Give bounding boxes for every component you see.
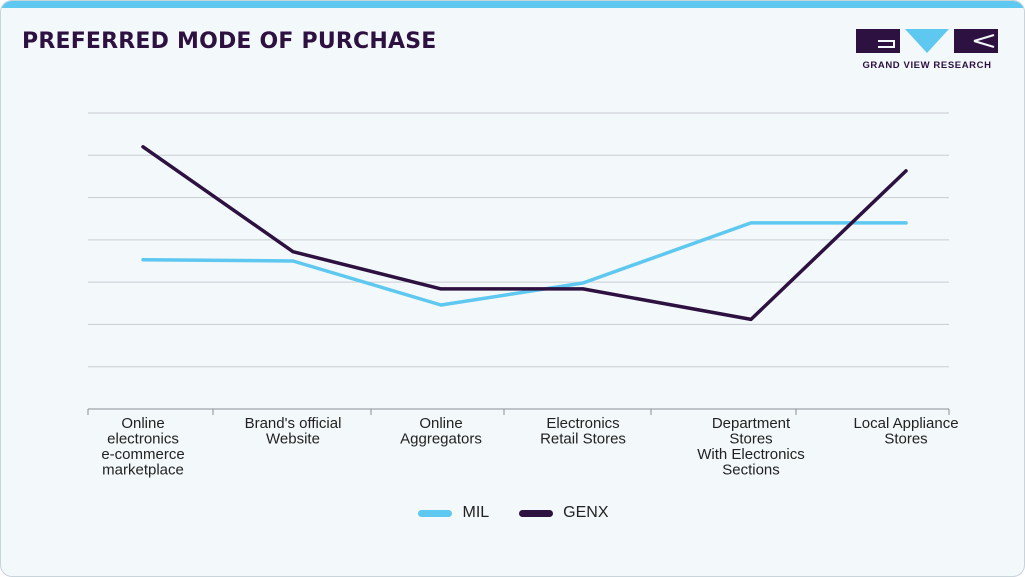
brand-logo-icon: [856, 29, 998, 53]
x-tick-label: Online electronics e-commerce marketplace: [101, 415, 184, 479]
x-tick-label-line: Stores: [729, 431, 772, 448]
data-point-mil: [291, 259, 295, 263]
legend-item-genx: GENX: [519, 504, 609, 522]
data-point-mil: [749, 221, 753, 225]
chart-title: PREFERRED MODE OF PURCHASE: [22, 29, 437, 54]
x-tick-label-line: Department: [712, 415, 791, 432]
gridlines: [88, 112, 949, 368]
data-point-genx: [141, 145, 145, 149]
x-tick-label-line: Online: [419, 415, 462, 432]
x-tick-label-line: Online: [121, 415, 164, 432]
data-point-genx: [749, 317, 753, 321]
x-tick-labels: Online electronics e-commerce marketplaceBr…: [101, 415, 958, 479]
x-tick-label: Online Aggregators: [400, 415, 482, 448]
data-point-genx: [581, 287, 585, 291]
series-line-mil: [141, 221, 908, 307]
data-point-genx: [904, 169, 908, 173]
x-tick-label: Electronics Retail Stores: [540, 415, 626, 448]
data-point-mil: [581, 281, 585, 285]
x-tick-label-line: marketplace: [102, 462, 184, 479]
data-point-mil: [904, 221, 908, 225]
brand-name: GRAND VIEW RESEARCH: [862, 60, 992, 71]
x-tick-label-line: Stores: [884, 431, 927, 448]
accent-bar: [1, 1, 1024, 8]
legend: MIL GENX: [1, 501, 1024, 525]
data-point-genx: [439, 287, 443, 291]
x-tick-label-line: e-commerce: [101, 446, 184, 463]
brand-logo: GRAND VIEW RESEARCH: [856, 29, 998, 73]
x-tick-label: Brand's official Website: [245, 415, 342, 448]
data-point-mil: [439, 303, 443, 307]
legend-label-mil: MIL: [462, 504, 490, 521]
x-tick-label-line: Local Appliance: [853, 415, 958, 432]
x-tick-label-line: With Electronics: [697, 446, 805, 463]
line-chart: Online electronics e-commerce marketplaceBr…: [87, 112, 959, 479]
data-point-mil: [141, 258, 145, 262]
x-tick-label-line: Website: [266, 431, 320, 448]
legend-label-genx: GENX: [563, 504, 609, 521]
x-tick-label-line: Brand's official: [245, 415, 342, 432]
x-tick-label-line: Aggregators: [400, 431, 482, 448]
x-tick-label-line: Retail Stores: [540, 431, 626, 448]
legend-swatch-mil: [418, 509, 453, 517]
x-tick-label: Local Appliance Stores: [853, 415, 958, 448]
series-lines: [141, 145, 908, 322]
series-line-genx: [141, 145, 908, 322]
x-tick-label: Department Stores With Electronics Sections: [697, 415, 805, 479]
x-tick-label-line: electronics: [107, 431, 179, 448]
x-tick-label-line: Electronics: [546, 415, 619, 432]
legend-swatch-genx: [519, 509, 554, 517]
x-tick-label-line: Sections: [722, 462, 780, 479]
x-axis: [87, 408, 950, 415]
data-point-genx: [291, 250, 295, 254]
legend-item-mil: MIL: [418, 504, 489, 522]
